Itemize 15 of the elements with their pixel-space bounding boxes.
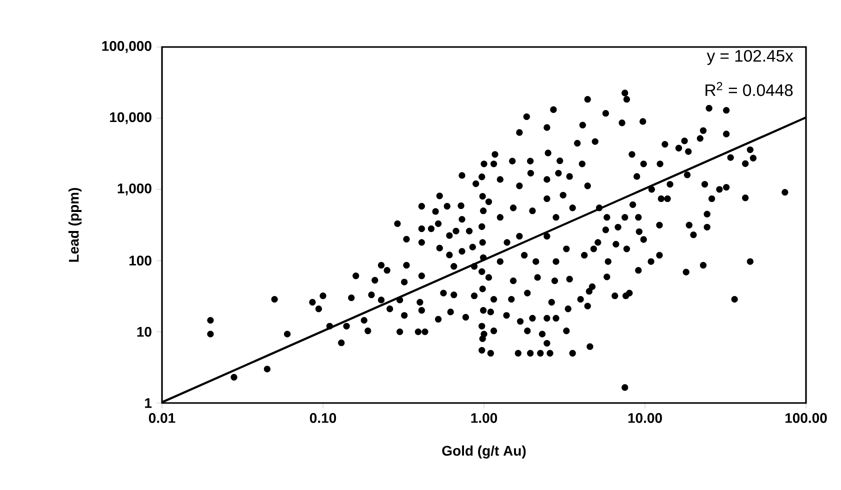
y-tick-label: 10,000 bbox=[110, 112, 152, 124]
y-tick-label: 10 bbox=[137, 326, 152, 337]
annotation: y = 102.45x bbox=[706, 50, 794, 66]
y-tick-label: 1 bbox=[145, 398, 152, 408]
annotation: R$^{2}$ = 0.0448 bbox=[706, 82, 793, 96]
y-tick-label: 100,000 bbox=[102, 41, 152, 53]
x-tick-label: 1.00 bbox=[471, 413, 498, 423]
x-tick-label: 0.10 bbox=[310, 413, 336, 423]
x-tick-label: 10.00 bbox=[628, 413, 662, 423]
y-tick-label: 1,000 bbox=[118, 183, 152, 196]
y-axis-title: Lead (ppm) bbox=[68, 188, 82, 262]
y-tick-label: 100 bbox=[129, 256, 152, 266]
x-tick-label: 0.01 bbox=[148, 413, 176, 423]
x-tick-label: 100.00 bbox=[785, 413, 827, 423]
x-axis-title: Gold (g/t Au) bbox=[442, 445, 526, 459]
